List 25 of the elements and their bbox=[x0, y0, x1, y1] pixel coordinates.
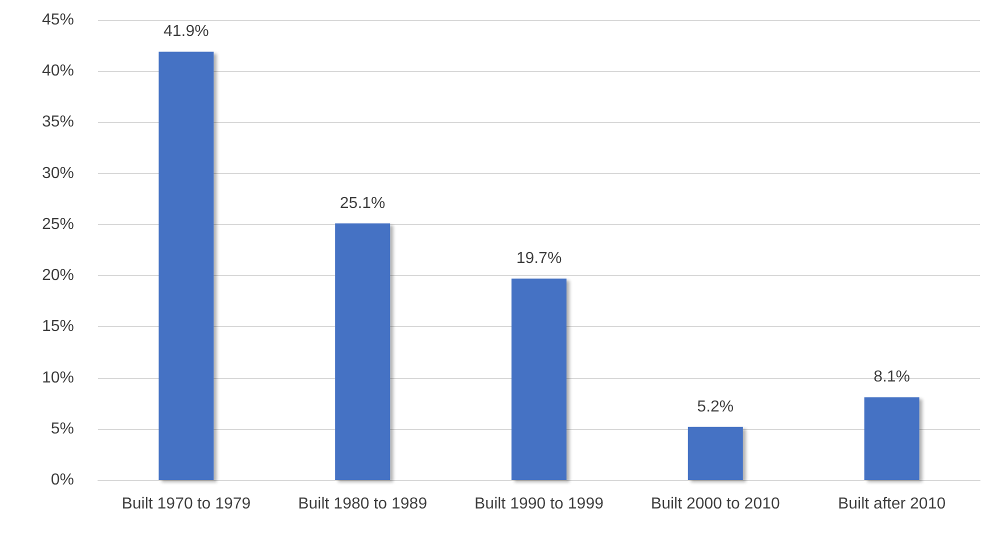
x-tick-label: Built 1970 to 1979 bbox=[122, 496, 251, 512]
data-label: 8.1% bbox=[874, 368, 910, 386]
y-tick-label: 35% bbox=[42, 114, 74, 131]
y-tick-label: 25% bbox=[42, 216, 74, 233]
bar bbox=[335, 223, 390, 480]
data-label: 19.7% bbox=[516, 250, 562, 268]
bar bbox=[158, 52, 214, 480]
data-label: 41.9% bbox=[164, 23, 209, 40]
data-label: 25.1% bbox=[340, 194, 386, 212]
bar bbox=[512, 278, 566, 480]
x-tick-label: Built 2000 to 2010 bbox=[650, 496, 780, 512]
bar bbox=[688, 426, 743, 480]
y-tick-label: 10% bbox=[42, 369, 74, 386]
y-tick-label: 15% bbox=[42, 318, 74, 336]
bar bbox=[864, 397, 920, 480]
x-tick-label: Built 1980 to 1989 bbox=[298, 496, 428, 512]
data-label: 5.2% bbox=[697, 398, 734, 416]
y-tick-label: 0% bbox=[50, 472, 74, 488]
y-tick-label: 20% bbox=[42, 267, 74, 284]
x-tick-label: Built after 2010 bbox=[838, 496, 946, 512]
y-tick-label: 40% bbox=[42, 62, 74, 80]
x-tick-label: Built 1990 to 1999 bbox=[474, 496, 604, 512]
y-tick-label: 5% bbox=[50, 420, 74, 438]
y-tick-label: 30% bbox=[42, 164, 74, 182]
y-tick-label: 45% bbox=[42, 12, 74, 28]
